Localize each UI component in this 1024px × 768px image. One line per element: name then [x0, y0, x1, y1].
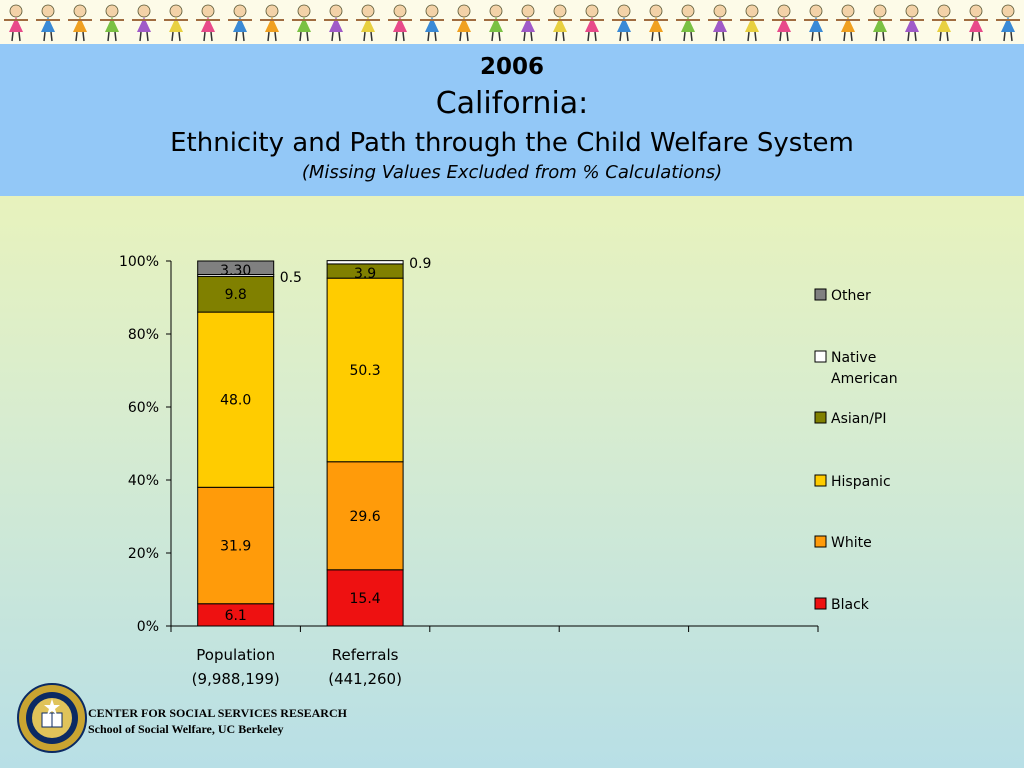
child-figure-icon	[964, 4, 988, 42]
footer-org: CENTER FOR SOCIAL SERVICES RESEARCH	[88, 706, 347, 720]
slide-note: (Missing Values Excluded from % Calculat…	[301, 162, 723, 183]
category-label: Referrals	[332, 646, 399, 664]
child-figure-icon	[836, 4, 860, 42]
y-tick-label: 60%	[128, 400, 159, 416]
child-figure-icon	[900, 4, 924, 42]
child-figure-icon	[164, 4, 188, 42]
bar-segment	[197, 311, 275, 488]
legend-swatch	[814, 474, 827, 487]
child-figure-icon	[676, 4, 700, 42]
data-label: 3.9	[354, 266, 376, 282]
child-figure-icon	[804, 4, 828, 42]
child-figure-icon	[356, 4, 380, 42]
data-label: 3.30	[220, 263, 251, 279]
legend-label: Hispanic	[831, 474, 891, 490]
data-label: 31.9	[220, 539, 251, 555]
child-figure-icon	[324, 4, 348, 42]
data-label: 0.5	[280, 270, 302, 286]
data-label: 0.9	[409, 256, 431, 272]
footer-school: School of Social Welfare, UC Berkeley	[88, 722, 284, 736]
bar-segment	[326, 569, 404, 627]
child-figure-icon	[388, 4, 412, 42]
legend-swatch	[814, 350, 827, 363]
legend-label: White	[831, 535, 872, 551]
child-figure-icon	[932, 4, 956, 42]
slide-title: California:	[435, 86, 589, 121]
footer-text: CENTER FOR SOCIAL SERVICES RESEARCH Scho…	[88, 705, 347, 737]
category-label: Population	[196, 646, 275, 664]
child-figure-icon	[68, 4, 92, 42]
legend-swatch	[814, 288, 827, 301]
child-figure-icon	[452, 4, 476, 42]
data-label: 50.3	[350, 363, 381, 379]
legend-swatch	[814, 535, 827, 548]
category-label: (441,260)	[328, 670, 402, 688]
child-figure-icon	[228, 4, 252, 42]
legend-label: Native American	[831, 350, 898, 387]
child-figure-icon	[548, 4, 572, 42]
legend-label: Asian/PI	[831, 411, 887, 427]
child-figure-icon	[196, 4, 220, 42]
child-figure-icon	[260, 4, 284, 42]
child-figure-icon	[580, 4, 604, 42]
bar-segment	[197, 486, 275, 605]
y-tick-label: 40%	[128, 473, 159, 489]
child-figure-icon	[132, 4, 156, 42]
y-tick-label: 100%	[119, 254, 159, 270]
children-banner-icon	[4, 4, 1020, 42]
child-figure-icon	[772, 4, 796, 42]
legend-swatch	[814, 411, 827, 424]
decorative-children-banner	[0, 0, 1024, 44]
data-label: 15.4	[350, 591, 381, 607]
child-figure-icon	[100, 4, 124, 42]
child-figure-icon	[36, 4, 60, 42]
bar-segment	[197, 260, 275, 276]
data-label: 9.8	[225, 287, 247, 303]
bar-segment	[326, 277, 404, 463]
y-tick-label: 80%	[128, 327, 159, 343]
data-label: 29.6	[350, 509, 381, 525]
legend-label: Black	[831, 597, 870, 613]
child-figure-icon	[516, 4, 540, 42]
bar-segment	[326, 461, 404, 571]
bar-segment	[326, 260, 404, 265]
y-tick-label: 0%	[137, 619, 159, 635]
child-figure-icon	[420, 4, 444, 42]
child-figure-icon	[996, 4, 1020, 42]
slide-header: 2006 California: Ethnicity and Path thro…	[0, 44, 1024, 196]
data-label: 6.1	[225, 608, 247, 624]
child-figure-icon	[644, 4, 668, 42]
bar-segment	[197, 275, 275, 313]
slide-year: 2006	[479, 54, 544, 80]
y-tick-label: 20%	[128, 546, 159, 562]
child-figure-icon	[292, 4, 316, 42]
category-label: (9,988,199)	[192, 670, 280, 688]
child-figure-icon	[868, 4, 892, 42]
legend-swatch	[814, 597, 827, 610]
uc-berkeley-seal-icon	[17, 683, 87, 753]
child-figure-icon	[4, 4, 28, 42]
slide-subtitle: Ethnicity and Path through the Child Wel…	[170, 128, 854, 158]
child-figure-icon	[484, 4, 508, 42]
legend-label: Other	[831, 288, 871, 304]
data-label: 48.0	[220, 393, 251, 409]
child-figure-icon	[612, 4, 636, 42]
child-figure-icon	[740, 4, 764, 42]
child-figure-icon	[708, 4, 732, 42]
